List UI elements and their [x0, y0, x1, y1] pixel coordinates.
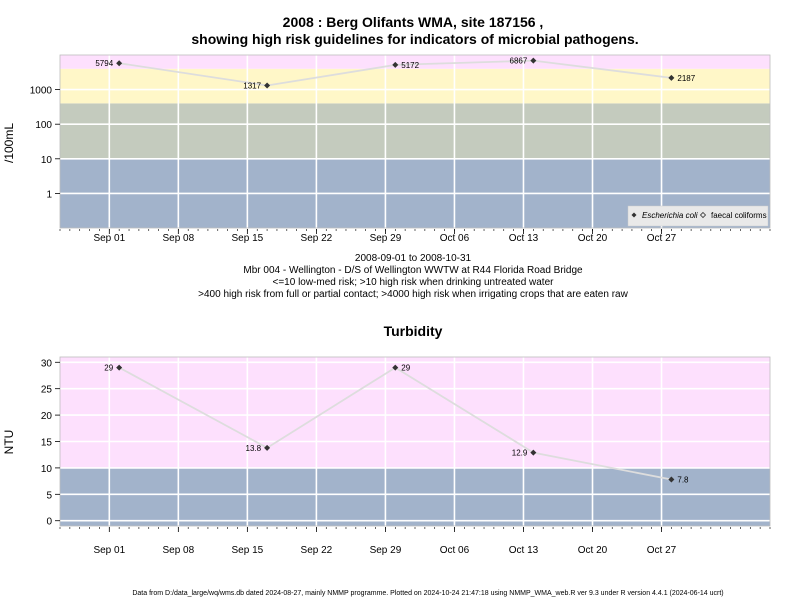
- x-tick-label: Sep 08: [162, 233, 194, 244]
- data-label: 5172: [401, 61, 419, 70]
- x-tick-label: Oct 06: [440, 545, 470, 556]
- x-tick-label: Oct 13: [509, 233, 539, 244]
- y-tick-label: 15: [41, 438, 53, 449]
- legend-ecoli-marker: [631, 212, 637, 218]
- y-tick-label: 100: [35, 120, 52, 131]
- data-point: [264, 444, 271, 451]
- y-tick-label: 1000: [30, 86, 53, 97]
- legend-faecal-label: faecal coliforms: [711, 211, 767, 220]
- x-tick-label: Sep 15: [232, 545, 264, 556]
- y-tick-label: 30: [41, 358, 53, 369]
- legend-ecoli-label: Escherichia coli: [642, 211, 698, 220]
- footer-note: Data from D:/data_large/wq/wms.db dated …: [132, 590, 723, 597]
- risk-band: [60, 68, 770, 104]
- bottom-y-axis-label: NTU: [2, 430, 16, 455]
- turbidity-plot: Sep 01 Sep 08 Sep 15 Sep 22 Sep 29 Oct 06 Oct …: [41, 356, 771, 556]
- risk-band: [60, 103, 770, 159]
- data-label: 7.8: [677, 476, 689, 485]
- subtitle-site: Mbr 004 - Wellington - D/S of Wellington…: [243, 265, 583, 276]
- data-point: [392, 61, 399, 68]
- data-label: 29: [104, 364, 113, 373]
- data-label: 12.9: [512, 449, 528, 458]
- x-tick-label: Oct 06: [440, 233, 470, 244]
- x-tick-label: Sep 08: [162, 545, 194, 556]
- turbidity-title: Turbidity: [384, 323, 443, 339]
- x-tick-label: Oct 13: [509, 545, 539, 556]
- y-tick-label: 1: [46, 189, 52, 200]
- y-tick-label: 5: [46, 490, 52, 501]
- data-point: [116, 60, 123, 67]
- y-tick-label: 20: [41, 411, 53, 422]
- data-label: 1317: [243, 81, 261, 90]
- data-label: 6867: [510, 57, 528, 66]
- x-tick-label: Sep 15: [232, 233, 264, 244]
- x-tick-label: Sep 22: [301, 545, 333, 556]
- subtitle-risk-contact: >400 high risk from full or partial cont…: [198, 289, 628, 300]
- x-tick-label: Oct 20: [578, 233, 608, 244]
- data-point: [530, 57, 537, 64]
- ecoli-plot: Sep 01 Sep 08 Sep 15 Sep 22 Sep 29 Oct 06 Oct …: [30, 54, 771, 244]
- data-point: [530, 449, 537, 456]
- data-point: [668, 476, 675, 483]
- legend-box: [627, 205, 769, 227]
- subtitle-date-range: 2008-09-01 to 2008-10-31: [355, 253, 472, 264]
- x-tick-label: Sep 29: [370, 545, 402, 556]
- y-tick-label: 0: [46, 517, 52, 528]
- x-tick-label: Sep 22: [301, 233, 333, 244]
- x-tick-label: Sep 29: [370, 233, 402, 244]
- chart-title: 2008 : Berg Olifants WMA, site 187156 ,: [283, 14, 544, 30]
- data-label: 5794: [95, 59, 113, 68]
- legend-faecal-marker: [699, 211, 707, 219]
- y-tick-label: 25: [41, 385, 53, 396]
- y-tick-label: 10: [41, 155, 53, 166]
- risk-band: [60, 357, 770, 468]
- top-y-axis-label: /100mL: [2, 123, 16, 163]
- data-label: 2187: [677, 74, 695, 83]
- y-tick-label: 10: [41, 464, 53, 475]
- data-point: [668, 74, 675, 81]
- chart-title-line2: showing high risk guidelines for indicat…: [191, 31, 638, 47]
- x-tick-label: Oct 20: [578, 545, 608, 556]
- data-point: [264, 82, 271, 89]
- x-tick-label: Oct 27: [647, 545, 677, 556]
- data-label: 13.8: [246, 444, 262, 453]
- data-point: [116, 364, 123, 371]
- x-tick-label: Oct 27: [647, 233, 677, 244]
- x-tick-label: Sep 01: [93, 545, 125, 556]
- data-point: [392, 364, 399, 371]
- x-tick-label: Sep 01: [93, 233, 125, 244]
- subtitle-risk-drinking: <=10 low-med risk; >10 high risk when dr…: [273, 277, 555, 288]
- risk-band: [60, 467, 770, 526]
- legend: Escherichia coli faecal coliforms: [627, 205, 769, 227]
- data-label: 29: [401, 364, 410, 373]
- plot-frame: [59, 54, 771, 229]
